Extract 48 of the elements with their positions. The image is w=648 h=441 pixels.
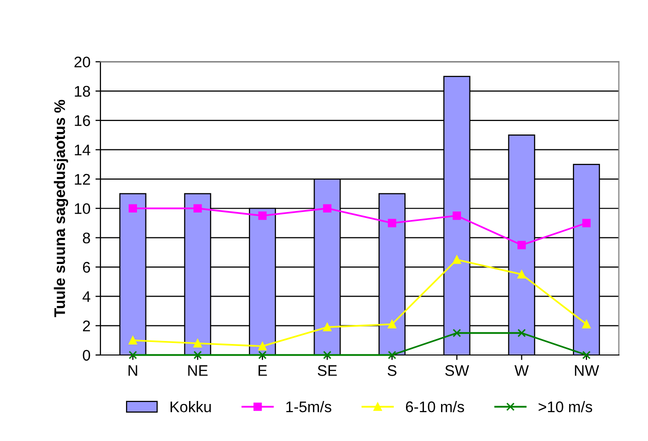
- y-tick-label: 4: [82, 291, 90, 302]
- y-tick-label: 10: [74, 203, 90, 214]
- point: [452, 212, 462, 220]
- point: [517, 240, 526, 250]
- point: [128, 336, 138, 345]
- x-tick-label: N: [128, 365, 138, 376]
- point: [193, 350, 202, 360]
- point: [388, 350, 396, 360]
- x-tick-label: NW: [574, 365, 600, 376]
- y-tick-label: 6: [83, 262, 90, 273]
- point: [323, 322, 332, 332]
- x-tick-label: NE: [188, 365, 208, 376]
- y-tick-label: 16: [74, 115, 90, 126]
- point: [258, 342, 267, 350]
- point: [323, 350, 332, 360]
- point: [582, 320, 591, 328]
- point: [452, 328, 462, 338]
- point: [582, 218, 591, 228]
- y-tick-label: 18: [74, 86, 90, 97]
- point: [128, 350, 138, 360]
- point: [582, 350, 591, 360]
- y-tick-label: 0: [82, 350, 90, 361]
- legend-label: 1-5m/s: [286, 401, 332, 412]
- point: [193, 339, 202, 348]
- point: [193, 204, 202, 213]
- point: [517, 328, 526, 338]
- point: [388, 218, 396, 228]
- point: [258, 212, 267, 220]
- point: [388, 320, 396, 328]
- x-tick-label: S: [388, 365, 396, 376]
- x-tick-label: SW: [445, 365, 470, 376]
- y-tick-label: 8: [82, 232, 90, 244]
- point: [517, 270, 526, 279]
- y-tick-label: 2: [82, 320, 90, 332]
- legend-label: Kokku: [170, 401, 211, 412]
- y-tick-label: 14: [74, 144, 90, 156]
- legend-label: 6-10 m/s: [406, 401, 464, 412]
- x-tick-label: W: [514, 365, 529, 376]
- legend-label: >10 m/s: [538, 401, 592, 412]
- point: [452, 256, 462, 264]
- x-tick-label: E: [258, 365, 267, 376]
- y-axis-title: Tuule suuna sagedusjaotus %: [54, 100, 68, 318]
- y-tick-label: 12: [74, 174, 90, 185]
- point: [323, 204, 332, 213]
- x-tick-label: SE: [318, 365, 337, 376]
- y-tick-label: 20: [74, 56, 90, 68]
- point: [258, 350, 267, 360]
- point: [128, 204, 138, 213]
